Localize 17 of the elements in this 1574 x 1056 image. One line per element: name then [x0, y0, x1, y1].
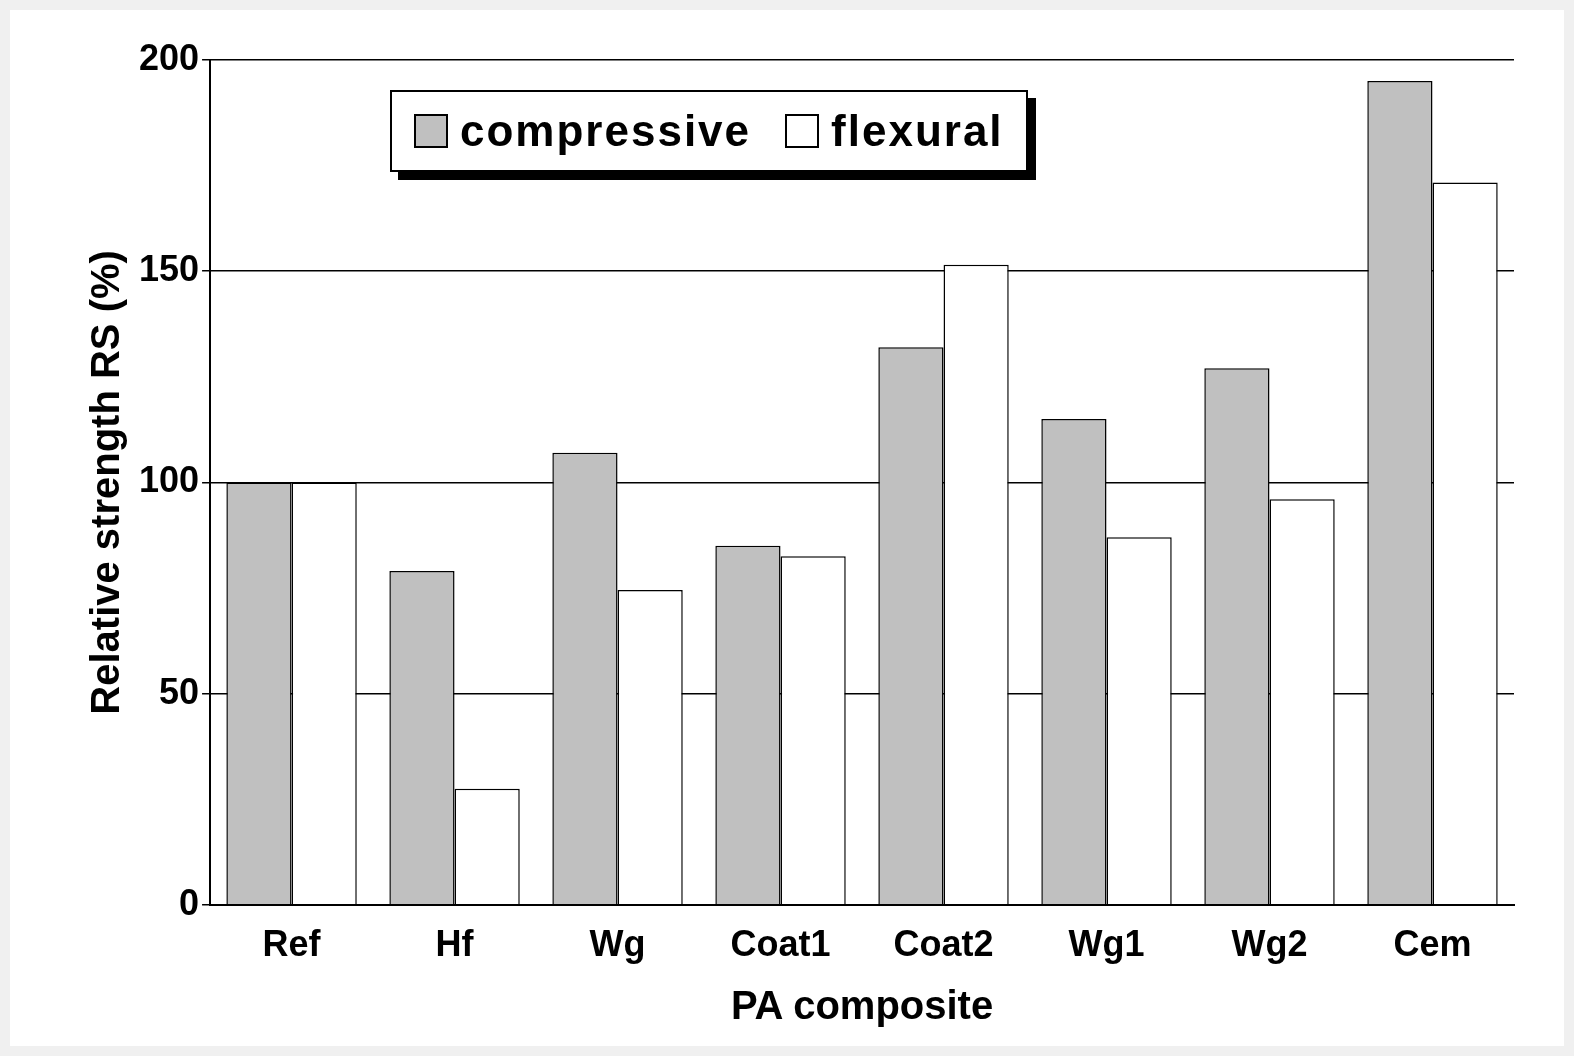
x-tick-label: Cem: [1393, 923, 1472, 965]
y-tick-label: 100: [138, 459, 200, 501]
x-tick-label: Coat2: [893, 923, 994, 965]
y-axis-title: Relative strength RS (%): [83, 250, 128, 715]
x-tick-label: Wg1: [1068, 923, 1145, 965]
text: flexural: [831, 106, 1004, 156]
x-axis-title: PA composite: [730, 983, 994, 1028]
legend-label: compressive: [460, 106, 752, 156]
x-tick-label: Wg: [589, 923, 646, 965]
x-tick-label: Ref: [262, 923, 322, 965]
y-tick-label: 150: [138, 248, 200, 290]
x-tick-label: Coat1: [730, 923, 831, 965]
y-tick-label: 0: [179, 881, 200, 923]
y-tick-label: 200: [138, 36, 200, 78]
y-tick-label: 50: [159, 670, 200, 712]
x-tick-label: Hf: [435, 923, 475, 965]
x-tick-label: Wg2: [1231, 923, 1308, 965]
